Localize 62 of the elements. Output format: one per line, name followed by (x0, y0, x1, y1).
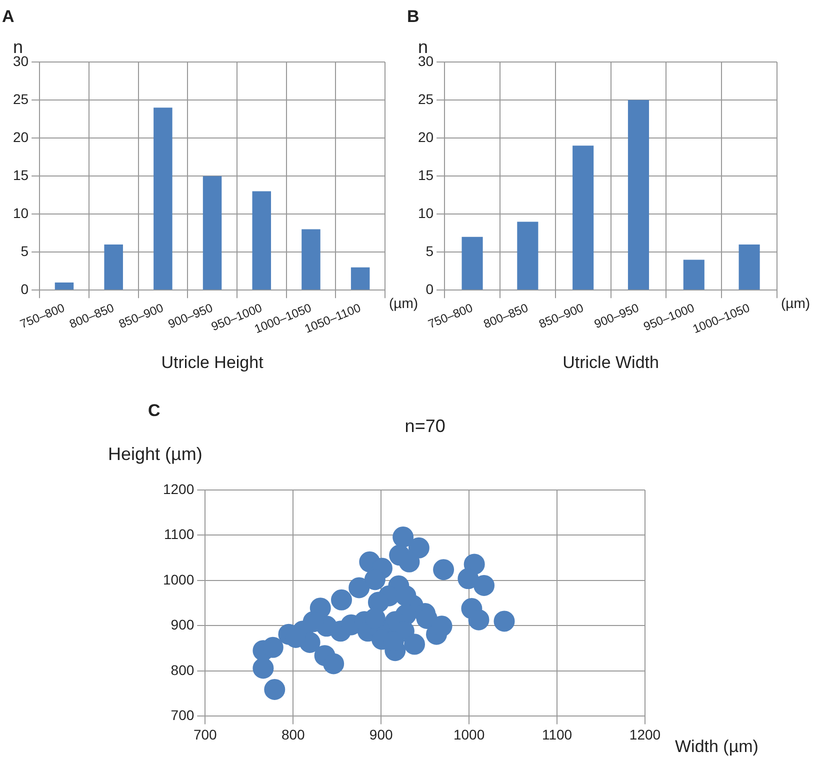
y-tick-label: 10 (418, 204, 434, 221)
point (392, 526, 414, 548)
bar (104, 244, 123, 290)
point (398, 551, 420, 572)
y-tick-label: 20 (12, 128, 29, 145)
y-tick-label: 25 (12, 90, 29, 107)
text: (µm) (781, 295, 810, 312)
bar (738, 244, 760, 290)
x-axis-title: Utricle Width (562, 353, 659, 372)
point (331, 589, 352, 610)
y-tick-label: 5 (20, 242, 29, 259)
chart-title: A (2, 7, 14, 26)
y-tick-label: 900 (170, 616, 194, 633)
point (474, 574, 495, 596)
x-tick-label: 1200 (629, 726, 661, 742)
y-tick-label: 1000 (162, 571, 194, 588)
y-tick-label: 800 (170, 662, 194, 678)
bar (628, 100, 650, 290)
x-tick-label: 900 (369, 726, 393, 742)
point (348, 577, 370, 598)
chart-subtitle: n=70 (404, 416, 446, 436)
point (252, 658, 274, 679)
y-tick-label: 20 (418, 128, 434, 145)
y-axis-title: Height (µm) (108, 444, 202, 464)
point (433, 559, 454, 580)
bar (154, 108, 172, 290)
x-tick-label: 1100 (542, 726, 572, 742)
bar (683, 260, 704, 290)
text: (µm) (389, 295, 418, 312)
bar (252, 191, 272, 290)
point (468, 609, 490, 630)
y-tick-label: 1200 (162, 480, 194, 497)
point (408, 537, 430, 558)
bar (517, 222, 538, 290)
point (323, 653, 344, 674)
point (404, 634, 426, 655)
x-tick-label: 700 (193, 726, 218, 742)
y-tick-label: 25 (418, 90, 434, 107)
bar (202, 176, 222, 290)
y-tick-label: 5 (426, 242, 434, 259)
x-tick-label: 800 (281, 726, 306, 742)
x-axis-title: Utricle Height (161, 353, 264, 372)
bar (302, 229, 320, 290)
y-tick-label: 15 (418, 166, 434, 183)
point (264, 679, 286, 700)
bar (54, 282, 74, 290)
y-tick-label: 700 (170, 707, 194, 724)
x-axis-title: Width (µm) (675, 737, 758, 756)
point (494, 610, 515, 632)
y-tick-label: 10 (12, 204, 29, 221)
bar (462, 236, 483, 290)
y-tick-label: 0 (426, 281, 434, 298)
bar (572, 146, 594, 290)
chart-title: C (148, 401, 160, 420)
point (395, 585, 416, 606)
chart-title: B (407, 7, 420, 26)
x-tick-label: 1000 (453, 726, 485, 742)
y-tick-label: 1100 (164, 526, 194, 542)
y-tick-label: 15 (12, 166, 29, 183)
y-tick-label: 0 (20, 281, 29, 298)
point (458, 568, 479, 590)
bar (350, 267, 370, 290)
